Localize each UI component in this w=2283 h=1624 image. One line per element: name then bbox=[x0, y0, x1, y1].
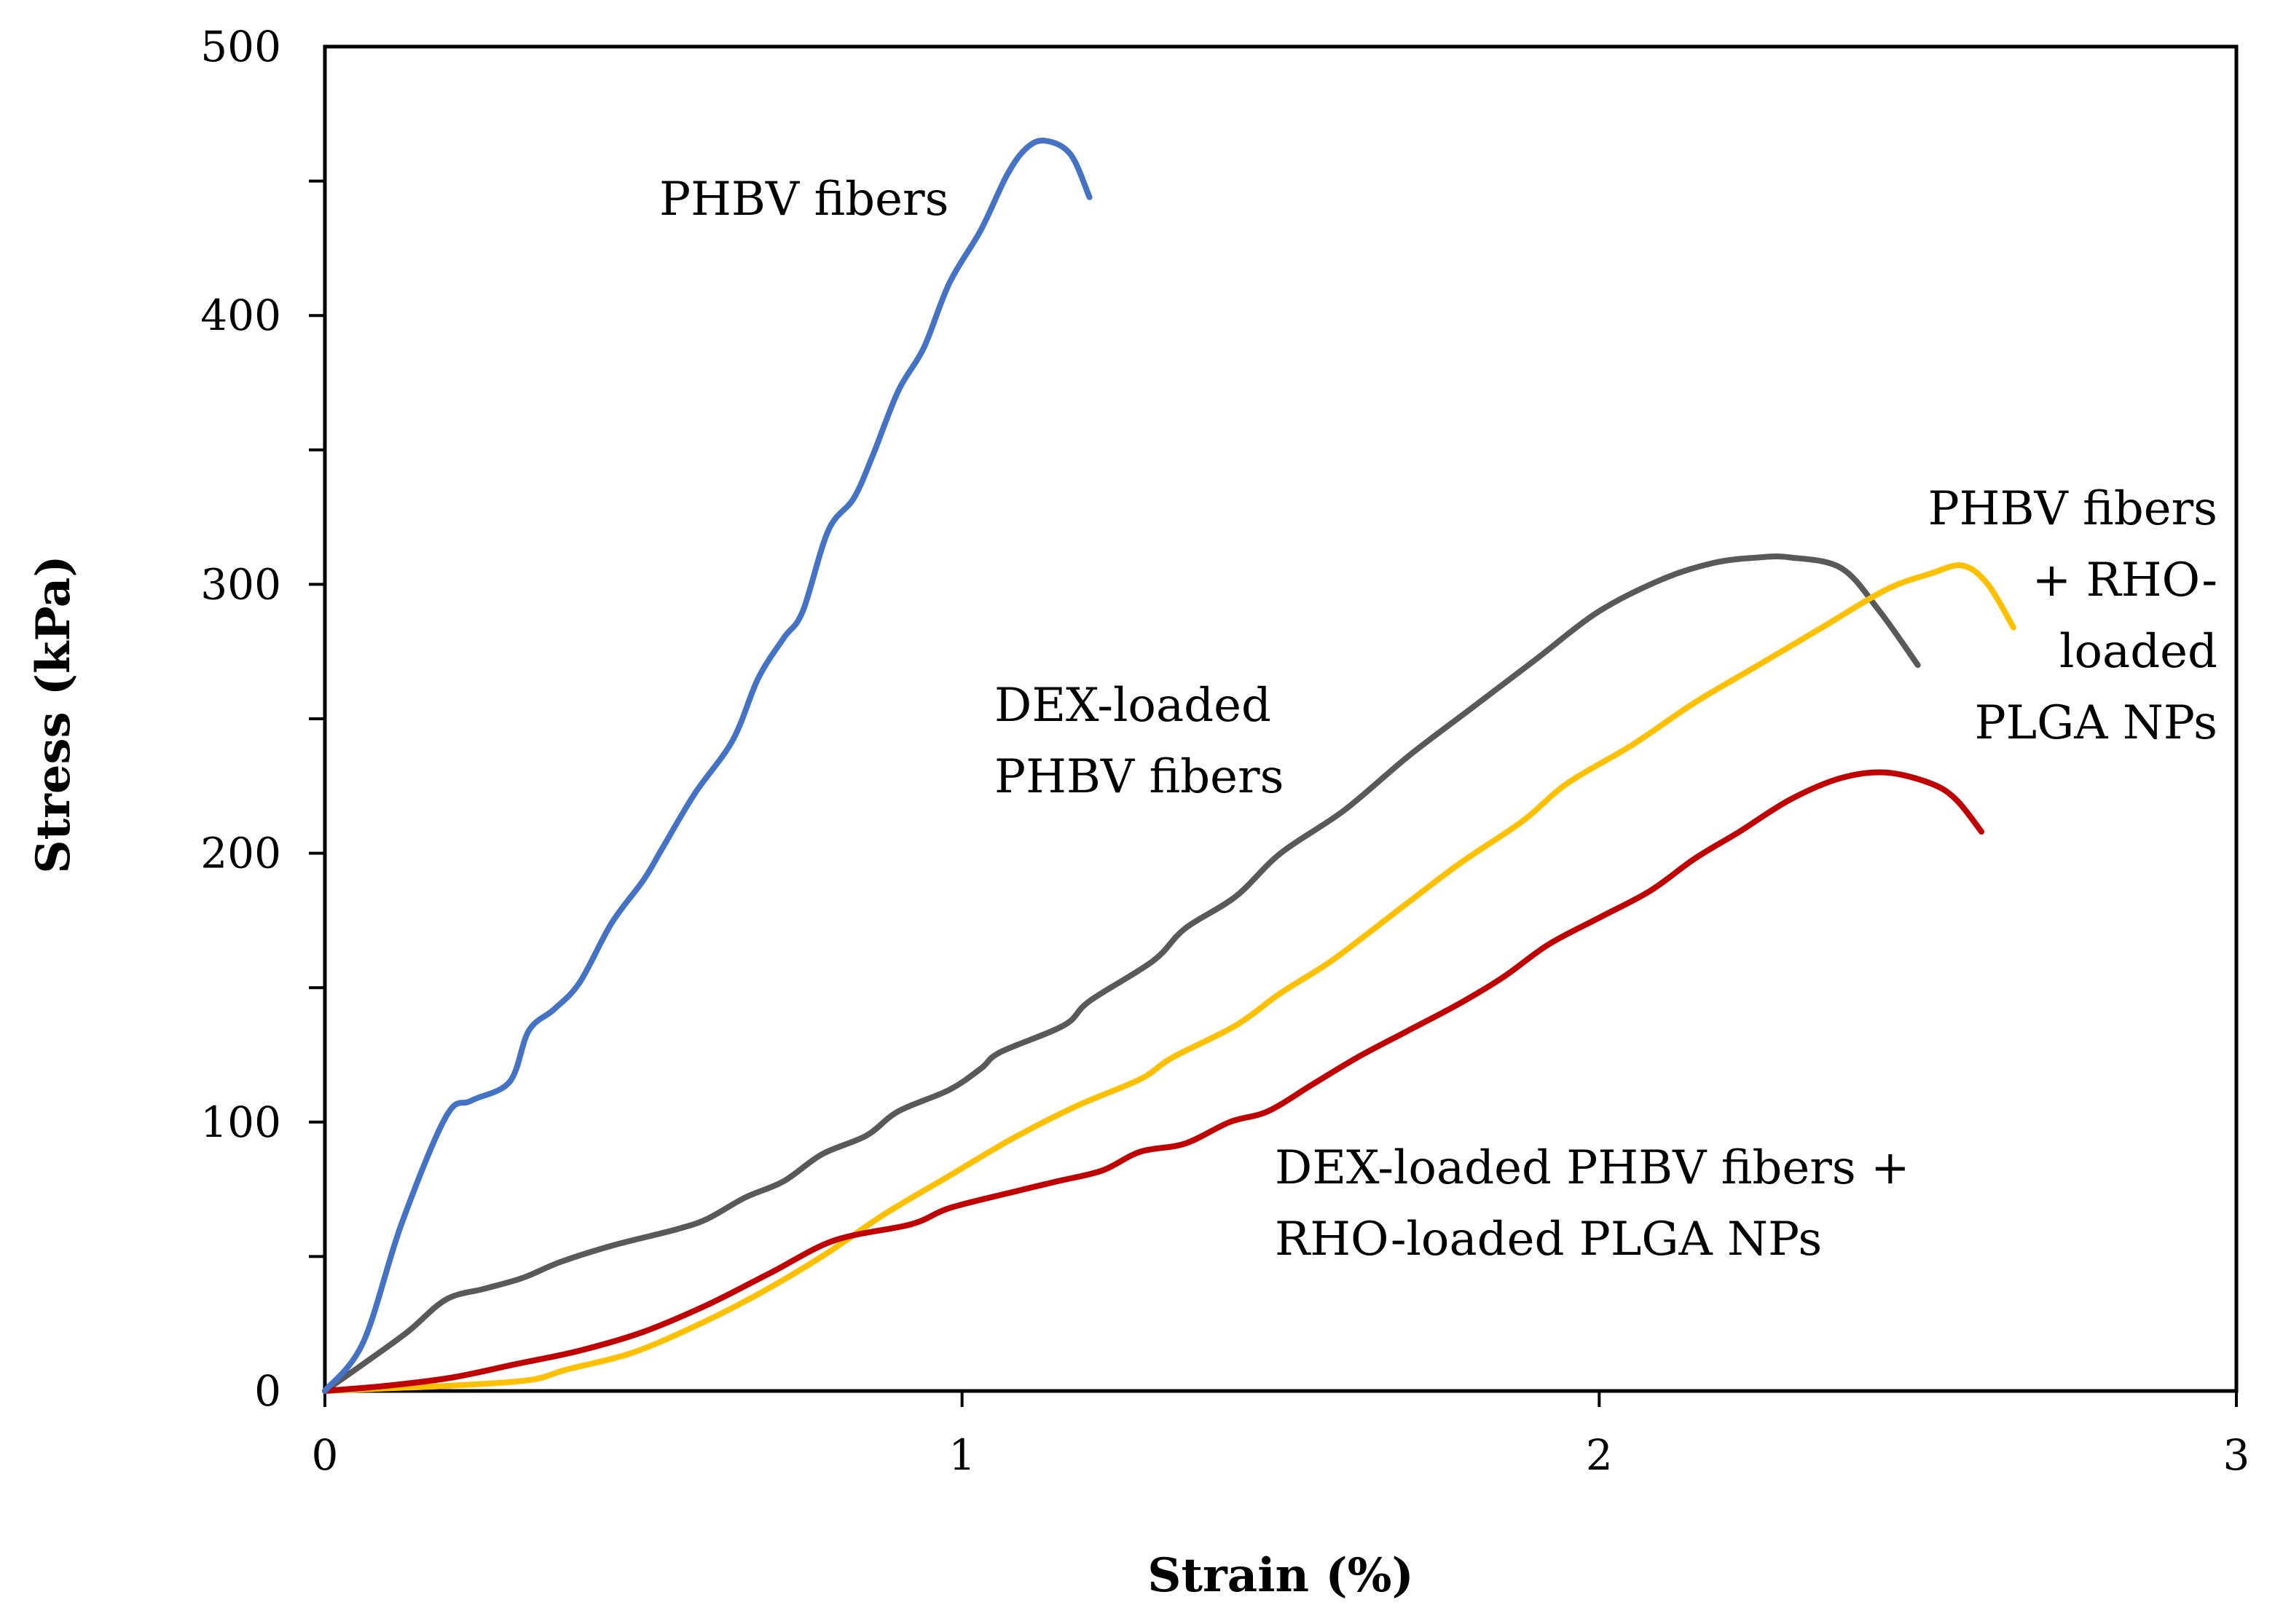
y-tick-label: 0 bbox=[254, 1366, 281, 1416]
x-tick-label: 3 bbox=[2223, 1430, 2250, 1480]
y-tick-label: 400 bbox=[200, 291, 281, 340]
y-tick-label: 300 bbox=[200, 559, 281, 609]
annotation-line: PHBV fibers bbox=[659, 173, 948, 226]
annotation-line: DEX-loaded bbox=[994, 679, 1271, 733]
y-axis-title: Stress (kPa) bbox=[26, 555, 81, 873]
series-line-dex-loaded-phbv-fibers-rho-loaded-plga-nps bbox=[322, 769, 1985, 1394]
annotation-line: PHBV fibers bbox=[1928, 482, 2217, 536]
series-line-phbv-fibers bbox=[322, 138, 1093, 1394]
series-line-dex-loaded-phbv-fibers bbox=[322, 553, 1921, 1394]
series-group bbox=[322, 138, 2016, 1394]
annotation-label: DEX-loaded PHBV fibers + RHO-loaded PLGA … bbox=[1275, 1141, 1910, 1266]
series-line-phbv-fibers-rho-loaded-plga-nps bbox=[322, 562, 2016, 1394]
annotation-label: DEX-loaded PHBV fibers bbox=[994, 679, 1284, 804]
annotation-line: RHO-loaded PLGA NPs bbox=[1275, 1213, 1822, 1266]
y-tick-label: 200 bbox=[200, 829, 281, 878]
annotation-label: PHBV fibers bbox=[659, 173, 948, 226]
annotation-label: PHBV fibers + RHO-loaded PLGA NPs bbox=[1928, 482, 2217, 750]
annotation-line: PLGA NPs bbox=[1975, 696, 2217, 750]
x-tick-label: 1 bbox=[948, 1430, 975, 1480]
annotation-line: DEX-loaded PHBV fibers + bbox=[1275, 1141, 1910, 1195]
axes-group: 0 100 200 300 400 500 0 1 2 3 bbox=[200, 22, 2249, 1480]
annotation-line: PHBV fibers bbox=[994, 750, 1284, 804]
x-tick-label: 2 bbox=[1586, 1430, 1613, 1480]
annotation-line: + RHO- bbox=[2032, 553, 2217, 607]
annotation-line: loaded bbox=[2059, 625, 2217, 679]
y-tick-label: 500 bbox=[200, 22, 281, 71]
y-tick-label: 100 bbox=[200, 1097, 281, 1147]
x-tick-label: 0 bbox=[312, 1430, 339, 1480]
x-axis-title: Strain (%) bbox=[1147, 1548, 1413, 1603]
